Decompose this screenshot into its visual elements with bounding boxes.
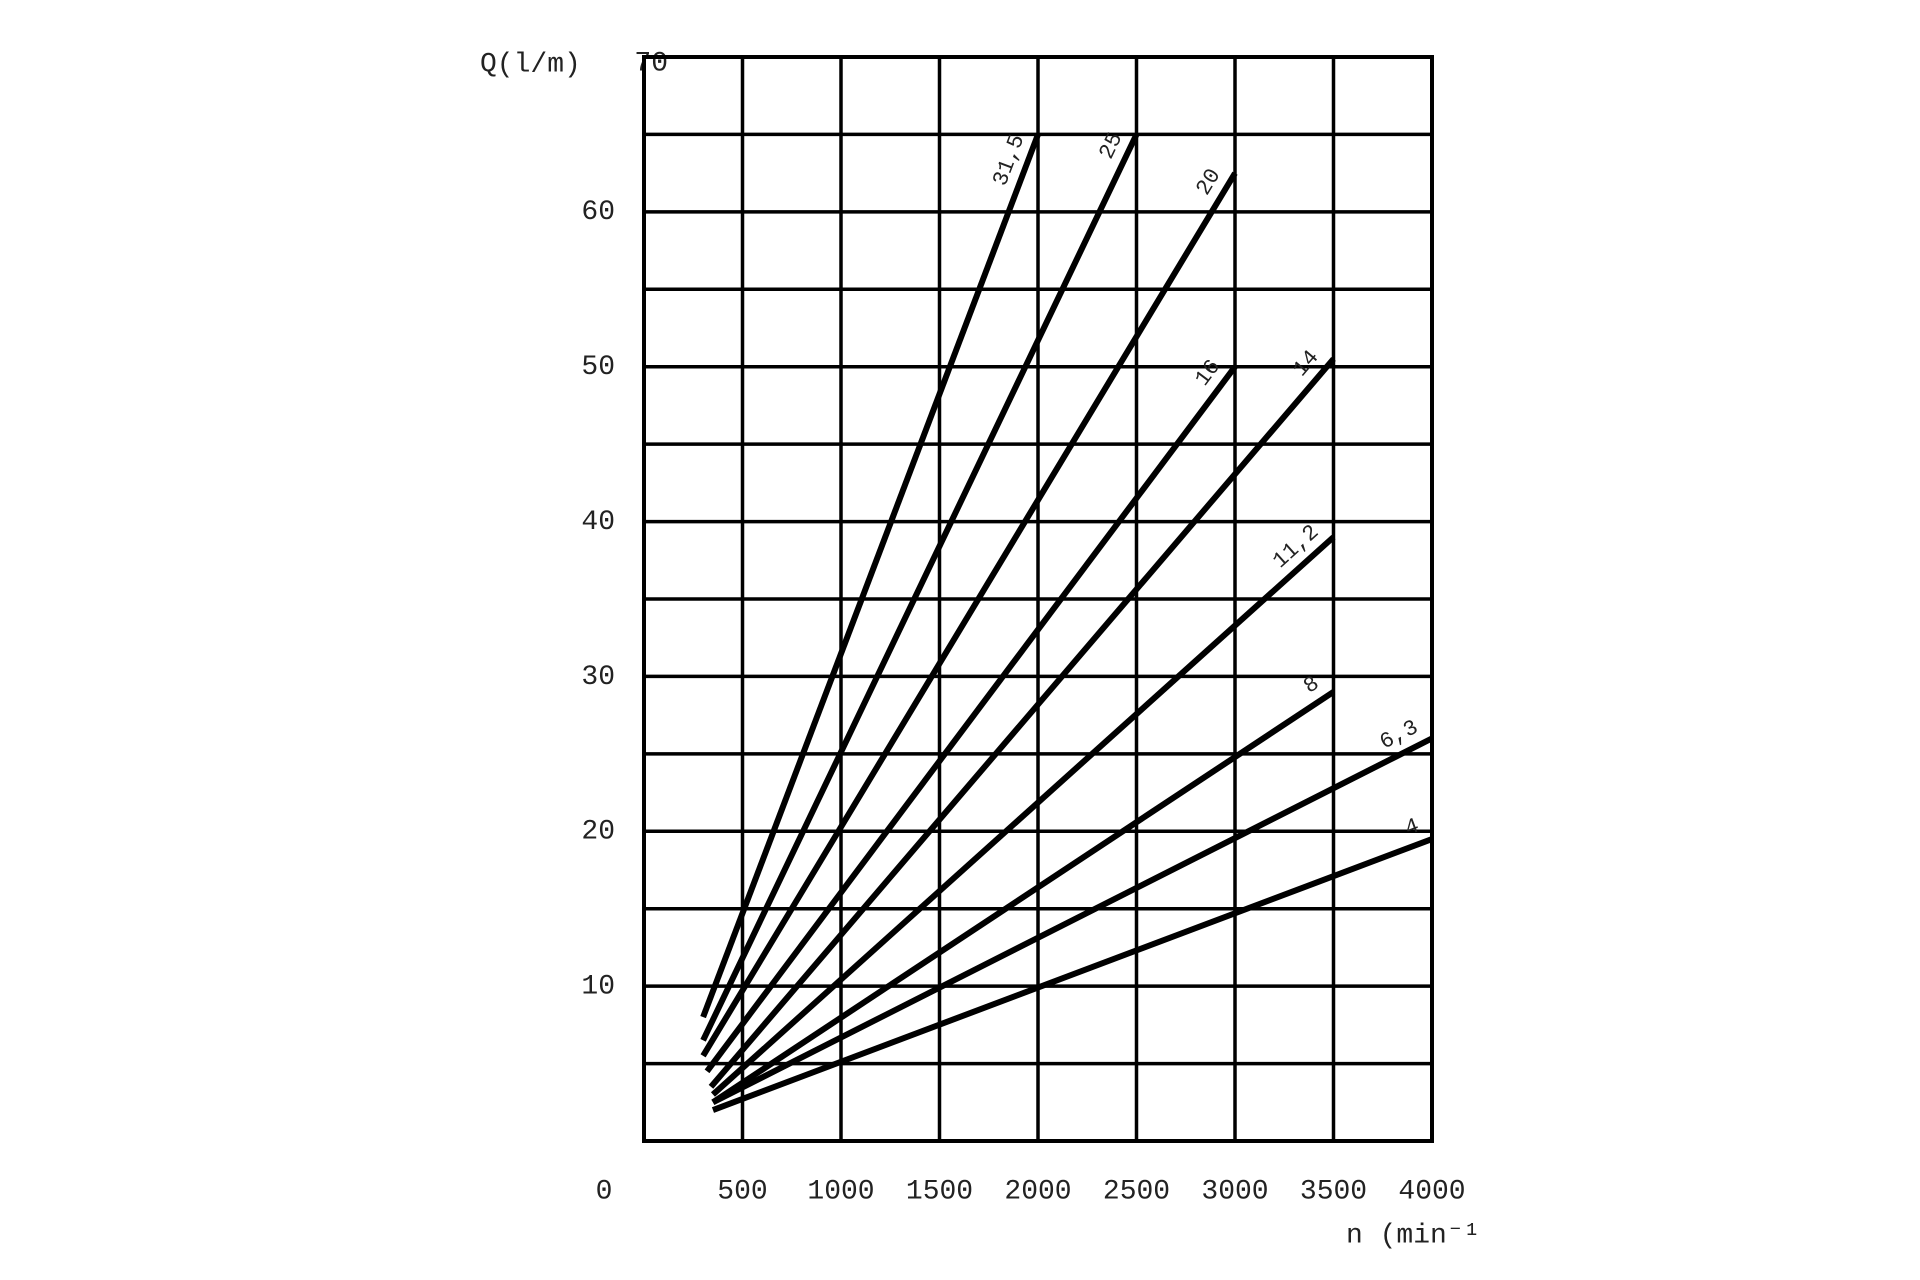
x-axis-label: n (min⁻¹) [1346,1220,1497,1251]
x-tick-label: 3000 [1201,1176,1268,1207]
y-tick-label: 30 [581,662,615,693]
y-tick-label: 70 [634,48,668,79]
y-axis-label: Q(l/m) [480,49,581,80]
plot: Q(l/m) n (min⁻¹) 10 20 30 40 50 60 70 0 500 1000 1… [480,48,1497,1251]
series-line [704,364,1238,1074]
series-line [710,534,1336,1097]
series-line [700,171,1238,1058]
series-line [711,836,1434,1113]
series-line [711,735,1434,1105]
x-tick-label: 2500 [1103,1176,1170,1207]
y-tick-label: 60 [581,197,615,228]
x-tick-label: 1500 [906,1176,973,1207]
series-line [711,689,1336,1105]
series-line [700,133,1041,1019]
y-tick-label: 20 [581,817,615,848]
y-tick-label: 10 [581,972,615,1003]
x-tick-label: 1000 [807,1176,874,1207]
x-tick-label: 2000 [1004,1176,1071,1207]
y-tick-label: 40 [581,507,615,538]
x-tick-label: 3500 [1300,1176,1367,1207]
series-line [700,133,1140,1042]
y-tick-label: 50 [581,352,615,383]
x-tick-label: 0 [596,1176,613,1207]
x-tick-label: 500 [717,1176,767,1207]
x-tick-label: 4000 [1398,1176,1465,1207]
series-line [708,357,1336,1089]
